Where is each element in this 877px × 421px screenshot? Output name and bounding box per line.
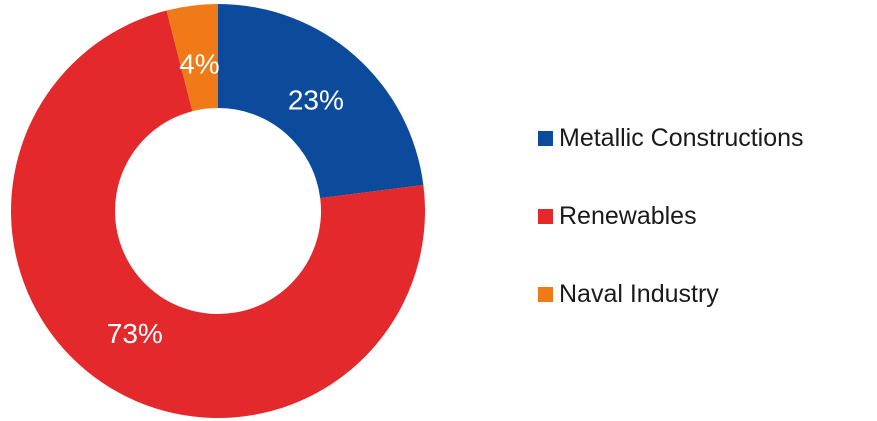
legend-label-renewables: Renewables [559,201,697,230]
legend-swatch-metallic-constructions [538,130,553,146]
legend-swatch-renewables [538,208,553,224]
slice-metallic-constructions [218,4,424,199]
legend-swatch-naval-industry [538,286,553,302]
donut-slices [10,4,425,418]
slice-renewables [10,10,425,418]
legend-item-renewables: Renewables [538,196,804,236]
data-label-naval-industry: 4% [179,49,219,80]
slice-naval-industry [166,4,218,112]
legend-label-metallic-constructions: Metallic Constructions [559,123,804,152]
data-label-metallic-constructions: 23% [288,84,344,115]
legend-label-naval-industry: Naval Industry [559,279,719,308]
data-label-renewables: 73% [107,318,163,349]
chart-legend: Metallic Constructions Renewables Naval … [538,118,804,352]
donut-data-labels: 23% 73% 4% [107,49,344,349]
legend-item-metallic-constructions: Metallic Constructions [538,118,804,158]
legend-item-naval-industry: Naval Industry [538,274,804,314]
